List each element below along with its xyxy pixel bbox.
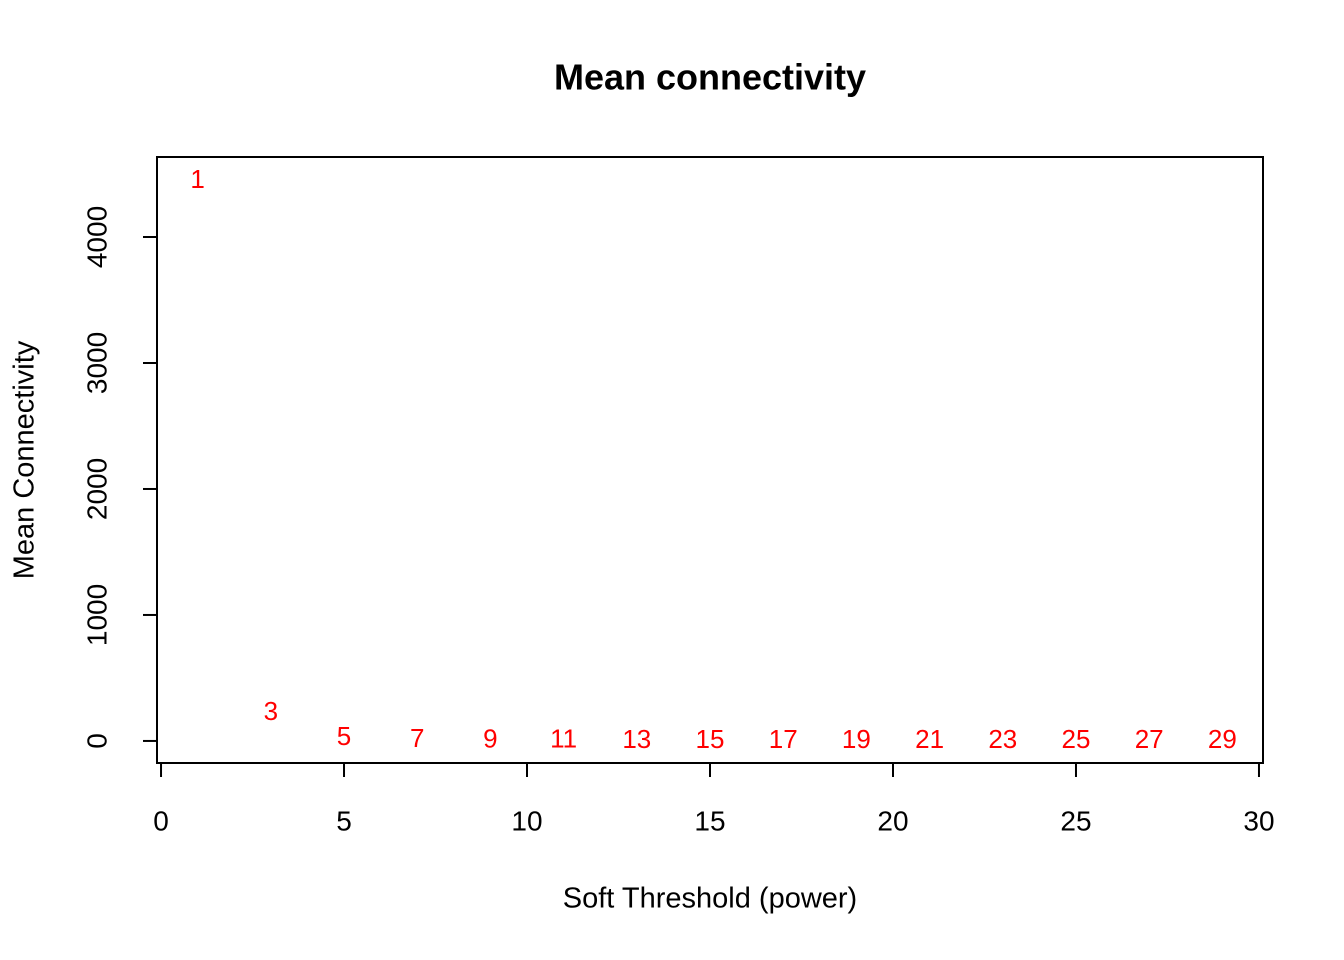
y-tick-label: 4000 <box>81 206 112 268</box>
chart-title: Mean connectivity <box>554 57 866 98</box>
x-tick-label: 25 <box>1060 805 1091 836</box>
point-label: 5 <box>337 721 351 751</box>
point-label: 15 <box>696 724 725 754</box>
x-tick-label: 20 <box>877 805 908 836</box>
y-tick-label: 2000 <box>81 458 112 520</box>
x-tick-label: 10 <box>511 805 542 836</box>
x-tick-label: 5 <box>336 805 352 836</box>
point-label: 21 <box>915 724 944 754</box>
point-label: 19 <box>842 724 871 754</box>
point-label: 29 <box>1208 724 1237 754</box>
plot-frame <box>156 156 1264 764</box>
point-label: 3 <box>264 696 278 726</box>
point-label: 7 <box>410 723 424 753</box>
point-label: 17 <box>769 724 798 754</box>
point-label: 13 <box>622 724 651 754</box>
y-tick-label: 1000 <box>81 584 112 646</box>
point-label: 1 <box>190 164 204 194</box>
y-axis-label: Mean Connectivity <box>9 340 41 579</box>
y-tick-label: 0 <box>81 733 112 749</box>
x-tick-label: 30 <box>1243 805 1274 836</box>
y-tick-label: 3000 <box>81 332 112 394</box>
point-label: 27 <box>1135 724 1164 754</box>
x-tick-label: 15 <box>694 805 725 836</box>
point-label: 11 <box>550 724 577 754</box>
x-tick-label: 0 <box>153 805 169 836</box>
x-axis-label: Soft Threshold (power) <box>563 883 857 915</box>
point-label: 25 <box>1062 724 1091 754</box>
point-label: 9 <box>483 724 497 754</box>
point-label: 23 <box>988 724 1017 754</box>
